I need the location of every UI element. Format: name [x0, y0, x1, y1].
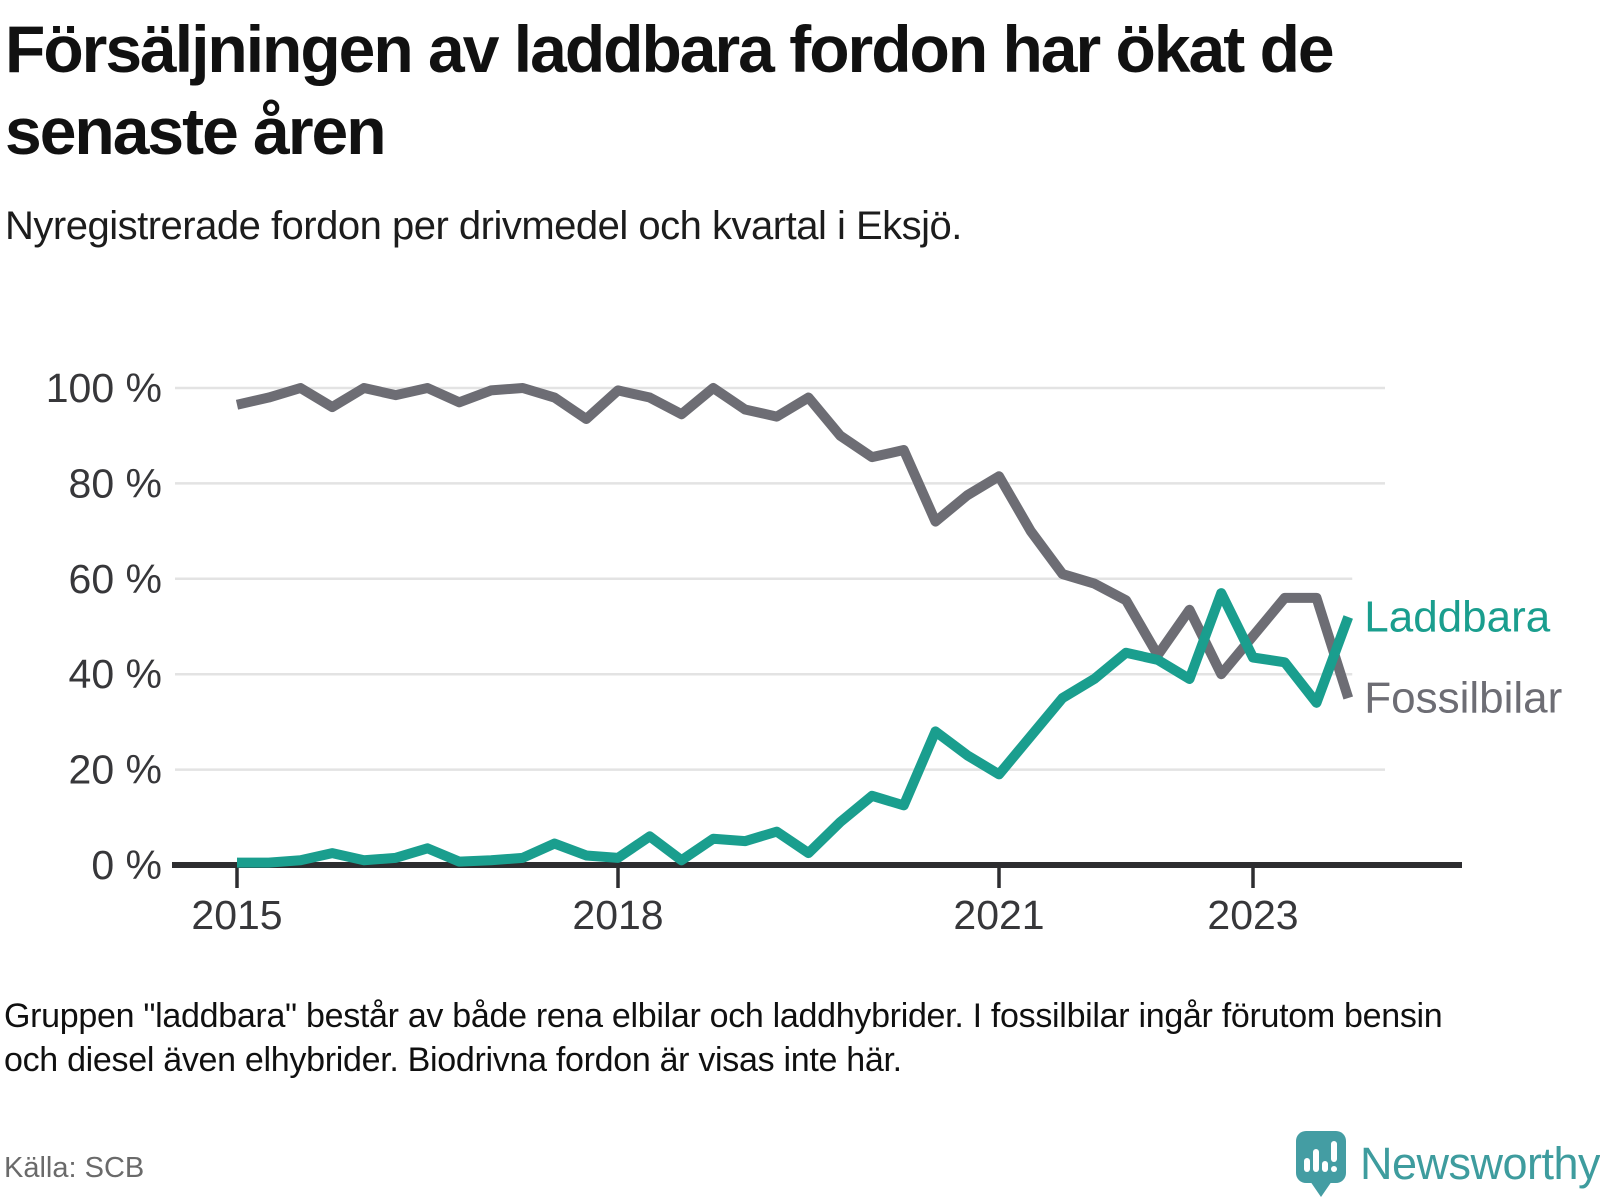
page-title: Försäljningen av laddbara fordon har öka…: [5, 8, 1595, 172]
source-label: Källa: SCB: [4, 1152, 145, 1184]
y-tick-label: 40 %: [69, 651, 162, 697]
series-end-label-laddbara: Laddbara: [1364, 592, 1550, 641]
x-tick-label: 2018: [572, 892, 663, 938]
series-label-bg: [1352, 652, 1600, 745]
newsworthy-brand-name: Newsworthy: [1360, 1138, 1600, 1189]
series-label-bg: [1352, 570, 1600, 663]
x-tick-label: 2023: [1207, 892, 1298, 938]
x-tick-label: 2021: [953, 892, 1044, 938]
y-tick-label: 0 %: [91, 842, 162, 888]
page-title-line1: Försäljningen av laddbara fordon har öka…: [5, 12, 1335, 86]
footnote-line2: och diesel även elhybrider. Biodrivna fo…: [4, 1041, 902, 1079]
footnote-line1: Gruppen "laddbara" består av både rena e…: [4, 997, 1443, 1035]
newsworthy-pin-icon: [1296, 1131, 1346, 1197]
y-tick-label: 80 %: [69, 460, 162, 506]
line-chart: 2015 2018 2021 2023 0 % 20 % 40 % 60 % 80 % 100 %…: [46, 365, 1600, 938]
y-tick-label: 60 %: [69, 556, 162, 602]
series-line-laddbara: [237, 588, 1353, 868]
chart-footnote: Gruppen "laddbara" består av både rena e…: [4, 994, 1594, 1082]
y-tick-label: 20 %: [69, 747, 162, 793]
y-tick-label: 100 %: [46, 365, 162, 411]
x-tick-label: 2015: [191, 892, 282, 938]
series-line-fossilbilar: [235, 383, 1354, 700]
chart-subtitle: Nyregistrerade fordon per drivmedel och …: [5, 204, 962, 248]
newsworthy-logo: Newsworthy: [1296, 1131, 1600, 1200]
series-end-label-fossilbilar: Fossilbilar: [1364, 674, 1562, 723]
page-title-line2: senaste åren: [5, 94, 387, 168]
